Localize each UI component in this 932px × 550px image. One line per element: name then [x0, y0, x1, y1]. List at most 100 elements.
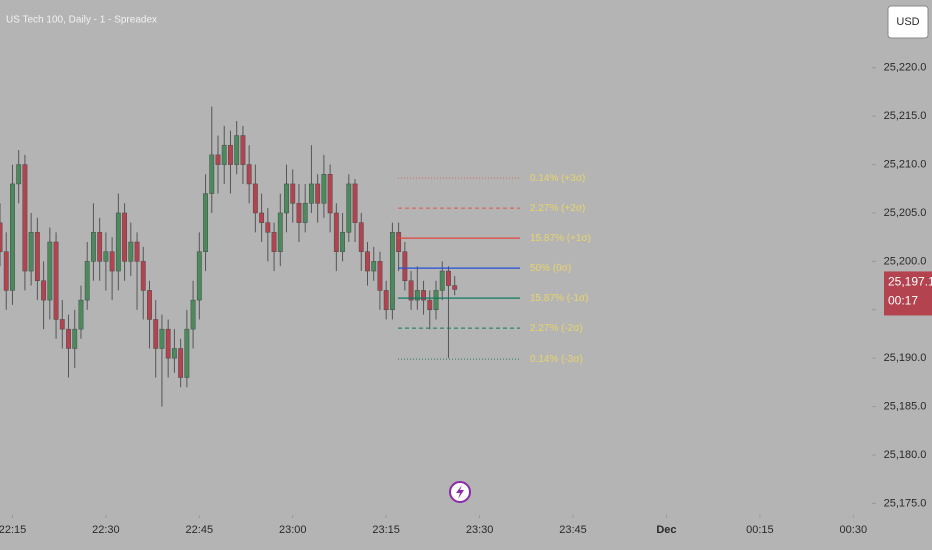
candle-body — [433, 290, 439, 311]
event-bolt — [456, 485, 464, 499]
candle-body — [302, 203, 308, 223]
candle — [396, 222, 402, 272]
candle-body — [365, 251, 370, 272]
candle-body — [265, 222, 271, 233]
candle — [184, 309, 190, 388]
candle — [433, 280, 439, 320]
candle-body — [215, 154, 221, 165]
candle — [240, 125, 246, 184]
candle — [228, 130, 233, 194]
level-label: 50% (0σ) — [530, 263, 571, 274]
candle-body — [446, 270, 451, 286]
candle-body — [228, 144, 233, 165]
candle — [90, 203, 96, 281]
chart-title: US Tech 100, Daily - 1 - Spreadex — [6, 15, 157, 26]
candle — [427, 290, 433, 330]
candle — [277, 193, 283, 267]
candle-body — [284, 183, 289, 214]
candle — [178, 338, 184, 388]
candle — [0, 203, 3, 267]
x-tick-label: 22:45 — [186, 524, 214, 536]
candle — [128, 222, 134, 276]
candle-body — [72, 328, 78, 349]
candle-body — [333, 212, 339, 252]
candle-body — [252, 183, 258, 214]
x-tick-label: 23:30 — [466, 524, 494, 536]
candle — [47, 227, 53, 320]
candle — [321, 154, 327, 218]
candle-body — [3, 251, 9, 291]
candle — [203, 174, 208, 272]
x-tick-label: 22:30 — [92, 524, 120, 536]
candle-body — [427, 299, 433, 311]
x-tick-label: 23:15 — [372, 524, 400, 536]
candle-body — [259, 212, 265, 223]
candle-body — [209, 154, 215, 194]
y-tick-label: 25,200.0 — [884, 255, 927, 267]
candle — [190, 280, 196, 349]
candle — [271, 222, 277, 272]
candle-body — [240, 135, 246, 165]
candle-body — [371, 261, 377, 272]
candle — [215, 135, 221, 194]
candle — [22, 154, 28, 291]
candle-body — [147, 290, 152, 320]
candle-body — [358, 222, 364, 252]
level-label: 0.14% (+3σ) — [530, 173, 585, 184]
candle — [414, 266, 420, 310]
candle-body — [196, 251, 202, 301]
candle — [72, 309, 78, 368]
x-tick-label: 23:00 — [279, 524, 307, 536]
candle — [389, 222, 395, 320]
candle — [196, 232, 202, 320]
level-label: 0.14% (-3σ) — [530, 354, 583, 365]
y-tick-label: 25,185.0 — [884, 400, 927, 412]
candle-body — [352, 183, 358, 223]
candle — [365, 242, 370, 286]
candle — [109, 237, 115, 301]
candle-body — [315, 183, 321, 204]
candle-body — [277, 212, 283, 252]
candle-body — [22, 164, 28, 272]
candle — [134, 232, 140, 310]
candle — [153, 300, 159, 378]
candle-body — [59, 319, 65, 330]
x-tick-label: Dec — [656, 524, 676, 536]
candle-body — [97, 232, 103, 262]
candle-body — [16, 164, 22, 185]
candle-body — [290, 183, 296, 204]
candle-body — [308, 183, 314, 204]
candle — [408, 271, 414, 310]
candle — [259, 193, 265, 243]
candle-body — [296, 203, 302, 223]
candle — [159, 314, 165, 407]
countdown: 00:17 — [888, 294, 918, 308]
candle-body — [78, 299, 84, 330]
x-tick-label: 22:15 — [0, 524, 26, 536]
candle-body — [53, 241, 59, 320]
candle-body — [122, 212, 128, 262]
candle-body — [103, 251, 109, 262]
events-icon[interactable] — [449, 481, 471, 503]
candle-body — [134, 241, 140, 262]
candle-body — [41, 280, 47, 301]
candle — [209, 106, 215, 213]
candle-body — [128, 241, 134, 262]
candle — [315, 174, 321, 223]
currency-button[interactable] — [887, 5, 929, 39]
candle-body — [221, 144, 227, 165]
candle — [333, 203, 339, 272]
candle-body — [327, 173, 333, 214]
candle-body — [140, 261, 146, 291]
candle-body — [421, 290, 426, 301]
candle — [302, 183, 308, 233]
candle-body — [321, 173, 327, 204]
candle — [452, 275, 458, 296]
candle-body — [246, 164, 252, 185]
candle-body — [28, 232, 34, 272]
candle-body — [184, 328, 190, 378]
candle-body — [389, 232, 395, 311]
candle — [28, 212, 34, 286]
candle-body — [271, 232, 277, 252]
candle — [377, 251, 383, 310]
